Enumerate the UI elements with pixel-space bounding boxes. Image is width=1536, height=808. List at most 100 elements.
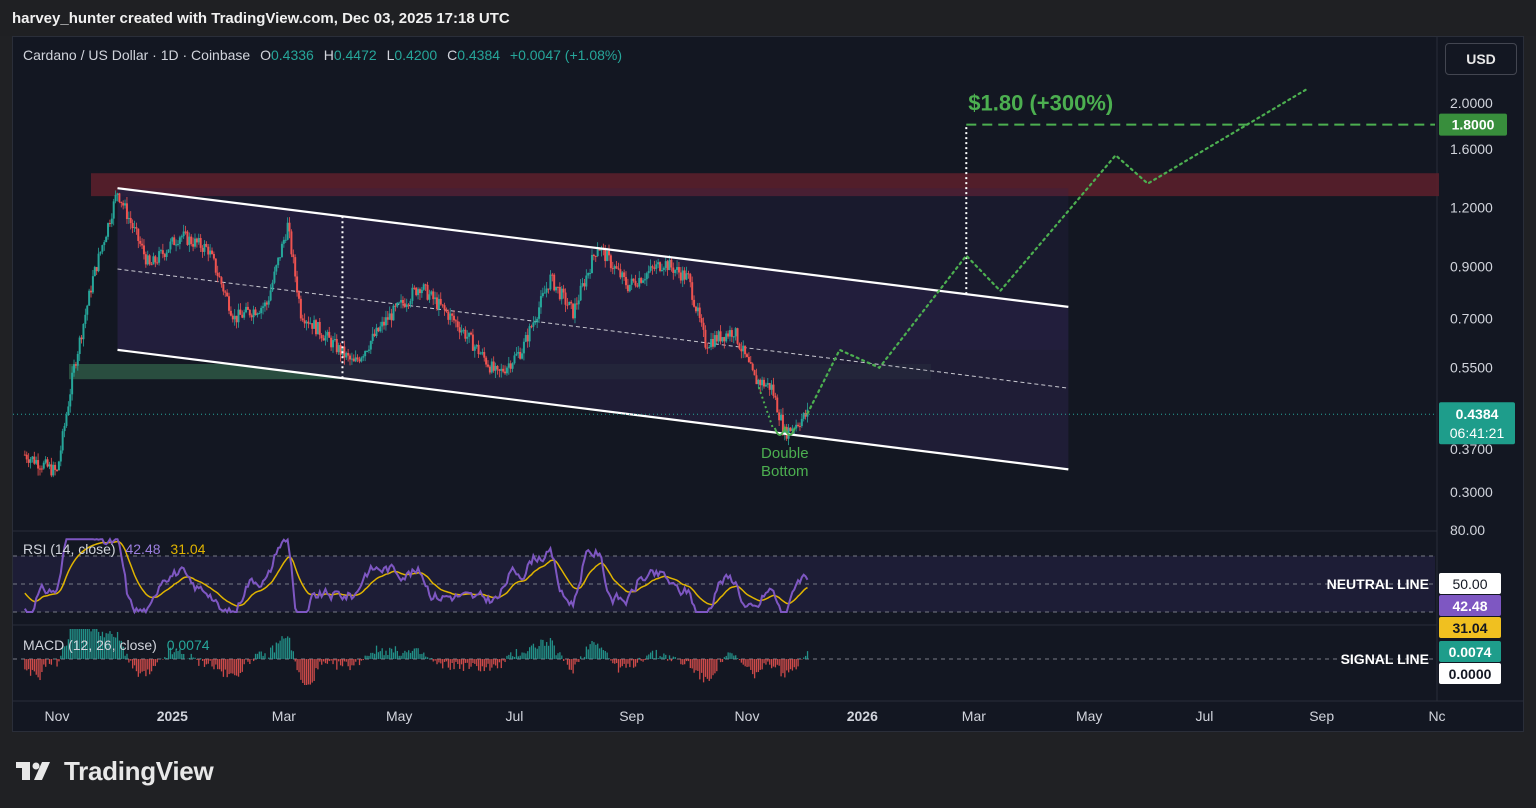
macd-bar <box>198 659 200 666</box>
macd-bar <box>43 659 45 665</box>
candle-body <box>736 328 739 344</box>
macd-bar <box>506 655 508 659</box>
macd-bar <box>311 659 313 683</box>
symbol-legend: Cardano / US Dollar · 1D · Coinbase O0.4… <box>23 47 622 63</box>
candle-body <box>778 412 781 421</box>
candle-body <box>626 285 629 292</box>
candle-body <box>526 334 529 342</box>
macd-bar <box>555 655 557 659</box>
macd-bar <box>568 659 571 670</box>
macd-bar <box>205 659 208 665</box>
macd-bar <box>408 650 410 659</box>
macd-bar <box>481 659 484 667</box>
candle-body <box>271 282 274 291</box>
chart-frame[interactable]: $1.80 (+300%) Double Bottom 2.0000 1.6000 1.2… <box>12 36 1524 732</box>
macd-bar <box>699 659 701 680</box>
candle-body <box>521 353 524 359</box>
macd-bar <box>239 659 242 674</box>
macd-bar <box>362 659 364 661</box>
macd-bar <box>201 659 204 661</box>
macd-legend[interactable]: MACD (12, 26, close) 0.0074 <box>23 637 210 653</box>
macd-bar <box>752 659 754 675</box>
rsi-legend[interactable]: RSI (14, close) 42.48 31.04 <box>23 541 205 557</box>
macd-bar <box>56 659 58 667</box>
candle-body <box>589 272 592 274</box>
macd-bar <box>532 643 535 659</box>
y-tick-label: 0.3700 <box>1450 441 1493 457</box>
macd-bar <box>26 659 28 671</box>
macd-bar <box>368 655 370 659</box>
candle-body <box>50 464 53 476</box>
macd-bar <box>105 633 107 659</box>
candle-body <box>545 288 548 293</box>
candle-body <box>82 323 85 340</box>
symbol-title[interactable]: Cardano / US Dollar · 1D · Coinbase <box>23 47 251 63</box>
candle-body <box>292 254 295 258</box>
macd-bar <box>494 659 497 666</box>
candle-body <box>307 321 310 324</box>
candle-body <box>129 217 132 223</box>
macd-bar <box>684 659 686 665</box>
macd-bar <box>220 659 223 672</box>
candle-body <box>275 265 278 272</box>
candle-body <box>269 290 272 301</box>
macd-bar <box>130 659 132 661</box>
tradingview-logo[interactable]: TradingView <box>16 756 214 786</box>
macd-value: 0.0074 <box>166 637 210 653</box>
macd-bar <box>589 644 591 659</box>
candle-body <box>621 272 624 278</box>
footer: TradingView <box>0 732 1536 808</box>
candle-body <box>723 337 726 342</box>
candle-body <box>623 272 626 277</box>
macd-bar <box>41 659 43 673</box>
macd-bar <box>421 653 423 659</box>
candle-body <box>56 469 58 471</box>
candle-body <box>158 251 161 263</box>
candle-body <box>424 284 427 286</box>
macd-bar <box>194 657 196 659</box>
candle-body <box>492 361 495 371</box>
candle-body <box>679 272 682 281</box>
candle-body <box>330 337 333 348</box>
candle-body <box>466 336 469 339</box>
macd-bar <box>215 659 217 665</box>
candle-body <box>800 418 803 427</box>
candle-body <box>142 245 145 255</box>
macd-bar <box>483 659 485 672</box>
macd-bar <box>763 659 765 664</box>
macd-bar <box>326 659 329 664</box>
currency-button[interactable]: USD <box>1445 43 1517 75</box>
macd-bar <box>135 659 138 672</box>
macd-bar <box>270 647 272 659</box>
candle-body <box>439 298 442 305</box>
macd-bar <box>640 659 642 661</box>
candle-body <box>326 331 329 336</box>
macd-bar <box>769 659 771 665</box>
x-tick-label: 2026 <box>847 708 878 724</box>
macd-bar <box>445 659 448 662</box>
candle-body <box>513 355 516 364</box>
candle-body <box>696 307 699 312</box>
macd-bar <box>154 659 157 667</box>
candle-body <box>609 255 612 269</box>
candle-body <box>186 231 189 245</box>
candle-body <box>188 236 191 245</box>
candle-body <box>694 306 697 312</box>
candle-body <box>112 201 115 219</box>
candle-body <box>470 332 472 335</box>
candle-body <box>481 352 484 354</box>
macd-bar <box>241 659 243 672</box>
macd-bar <box>670 659 673 662</box>
macd-bar <box>84 629 87 659</box>
macd-value-badge-text: 0.0074 <box>1449 644 1492 660</box>
double-bottom-marker <box>773 424 796 436</box>
macd-bar <box>375 645 378 659</box>
macd-bar <box>661 656 663 659</box>
macd-bar <box>708 659 710 681</box>
macd-bar <box>710 659 712 679</box>
candle-body <box>383 321 386 326</box>
candle-body <box>220 277 223 285</box>
candle-body <box>780 414 783 421</box>
macd-bar <box>292 651 295 659</box>
